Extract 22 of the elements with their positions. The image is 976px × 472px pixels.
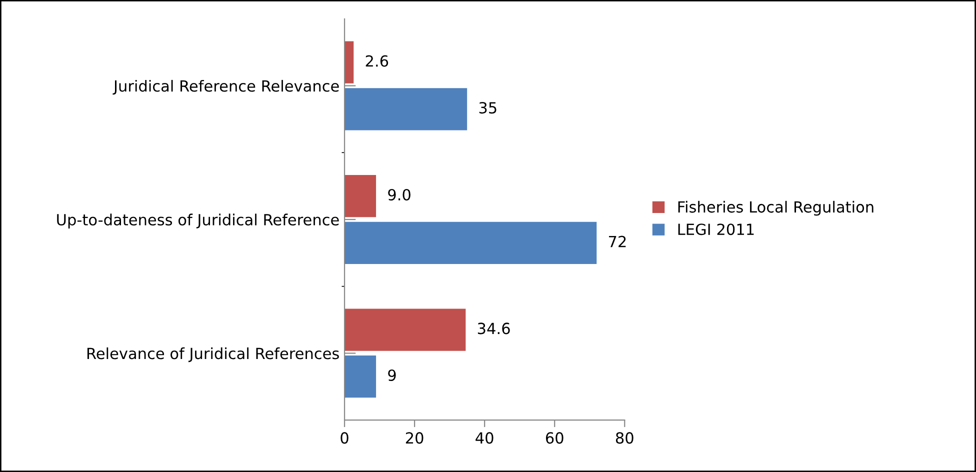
x-tick-label: 20: [406, 432, 424, 444]
bar: [344, 308, 466, 351]
bar: [344, 41, 354, 84]
legend-label: LEGI 2011: [678, 224, 754, 236]
x-tick-label: 40: [476, 432, 494, 444]
data-label: 9.0: [388, 188, 410, 201]
x-tick-label: 80: [616, 432, 634, 444]
x-tick-label: 0: [340, 432, 348, 444]
y-tick-label: Up-to-dateness of Juridical Reference: [57, 214, 339, 228]
data-label: 72: [608, 236, 626, 248]
x-tick-label: 60: [546, 432, 564, 444]
data-label: 35: [479, 102, 496, 114]
bar: [344, 222, 597, 264]
data-label: 34.6: [478, 322, 510, 334]
data-label: 9: [388, 369, 396, 382]
bar: [344, 175, 376, 218]
y-tick-label: Relevance of Juridical References: [87, 347, 339, 362]
data-label: 2.6: [366, 55, 388, 67]
bar: [344, 356, 376, 398]
legend-label: Fisheries Local Regulation: [678, 200, 874, 216]
bar: [344, 88, 468, 130]
y-tick-label: Juridical Reference Relevance: [112, 80, 339, 95]
